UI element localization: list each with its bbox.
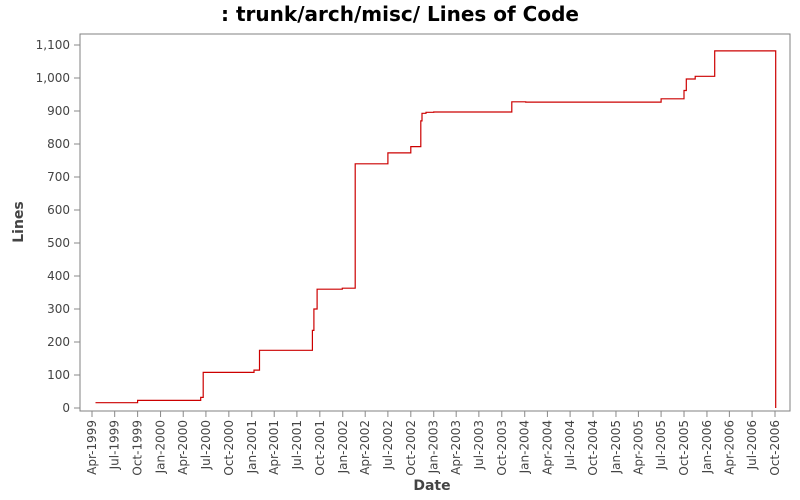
- x-tick-label: Oct-2000: [222, 420, 236, 476]
- x-tick-label: Apr-1999: [85, 420, 99, 475]
- x-tick-label: Jul-2006: [745, 420, 759, 470]
- x-tick-label: Jan-2000: [154, 420, 168, 474]
- y-tick-label: 1,000: [36, 71, 70, 85]
- x-tick-label: Oct-2004: [586, 420, 600, 476]
- x-tick-label: Oct-2006: [768, 420, 782, 476]
- x-tick-label: Apr-2003: [449, 420, 463, 475]
- x-tick-label: Jan-2003: [427, 420, 441, 474]
- y-tick-label: 100: [47, 368, 70, 382]
- y-tick-label: 1,100: [36, 38, 70, 52]
- x-tick-label: Apr-2000: [176, 420, 190, 475]
- x-tick-label: Jan-2001: [245, 420, 259, 474]
- y-tick-label: 900: [47, 104, 70, 118]
- x-tick-label: Apr-2002: [358, 420, 372, 475]
- series-group: [95, 50, 777, 408]
- y-axis-label: Lines: [11, 201, 27, 243]
- x-tick-label: Jul-2005: [654, 420, 668, 470]
- series-line: [95, 50, 777, 408]
- x-tick-label: Apr-2001: [267, 420, 281, 475]
- x-tick-label: Jul-1999: [108, 420, 122, 470]
- x-tick-label: Jan-2004: [518, 420, 532, 474]
- x-tick-label: Oct-1999: [131, 420, 145, 476]
- y-tick-label: 500: [47, 236, 70, 250]
- x-tick-label: Jan-2002: [336, 420, 350, 474]
- y-tick-label: 600: [47, 203, 70, 217]
- y-axis: 0 100 200 300 400 500 600 700 800 900 1,000 1,100: [36, 38, 80, 415]
- x-tick-label: Apr-2005: [631, 420, 645, 475]
- x-tick-label: Oct-2001: [313, 420, 327, 476]
- x-tick-label: Jul-2000: [199, 420, 213, 470]
- x-tick-label: Jul-2001: [290, 420, 304, 470]
- y-tick-label: 800: [47, 137, 70, 151]
- x-tick-label: Jul-2004: [563, 420, 577, 470]
- y-tick-label: 400: [47, 269, 70, 283]
- x-axis-label: Date: [413, 478, 450, 494]
- y-tick-label: 200: [47, 335, 70, 349]
- y-tick-label: 0: [62, 401, 70, 415]
- x-tick-label: Apr-2006: [722, 420, 736, 475]
- chart-title: : trunk/arch/misc/ Lines of Code: [221, 2, 579, 26]
- x-tick-label: Oct-2005: [677, 420, 691, 476]
- plot-area: [79, 33, 791, 412]
- x-tick-label: Oct-2003: [495, 420, 509, 476]
- x-axis: Apr-1999 Jul-1999 Oct-1999 Jan-2000 Apr-2000…: [85, 411, 782, 476]
- x-tick-label: Oct-2002: [404, 420, 418, 476]
- x-tick-label: Jul-2003: [472, 420, 486, 470]
- x-tick-label: Jul-2002: [381, 420, 395, 470]
- x-tick-label: Jan-2005: [609, 420, 623, 474]
- x-tick-label: Apr-2004: [540, 420, 554, 475]
- y-tick-label: 300: [47, 302, 70, 316]
- y-tick-label: 700: [47, 170, 70, 184]
- x-tick-label: Jan-2006: [700, 420, 714, 474]
